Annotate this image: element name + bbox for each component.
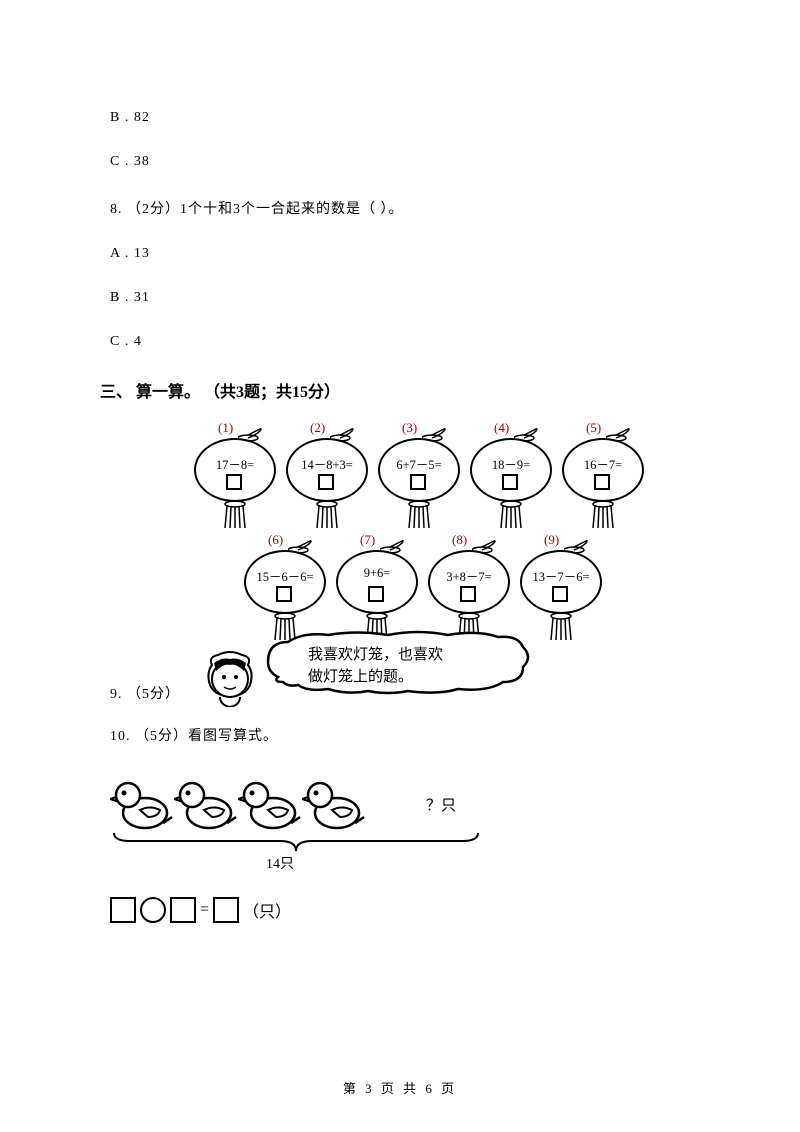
lantern-4: (4) 18－9=: [466, 420, 558, 540]
tassel-icon: [404, 500, 434, 530]
option-b-31: B . 31: [110, 290, 700, 306]
answer-box[interactable]: [552, 586, 568, 602]
answer-box[interactable]: [226, 474, 242, 490]
tassel-icon: [546, 612, 576, 642]
lantern-number: (1): [218, 420, 233, 436]
answer-box[interactable]: [276, 586, 292, 602]
duck-icon: [238, 775, 302, 833]
equation-box-2[interactable]: [170, 897, 196, 923]
speech-line2: 做灯笼上的题。: [308, 668, 413, 685]
lantern-number: (7): [360, 532, 375, 548]
duck-icon: [302, 775, 366, 833]
lantern-expression: 9+6=: [332, 566, 422, 581]
equation-row: = （只）: [110, 897, 700, 923]
question-8: 8. （2分）1个十和3个一合起来的数是（ ）。: [110, 198, 700, 218]
lantern-5: (5) 16－7=: [558, 420, 650, 540]
option-c-4: C . 4: [110, 334, 700, 350]
equals-sign: =: [200, 901, 209, 919]
option-a-13: A . 13: [110, 246, 700, 262]
lantern-expression: 15－6－6=: [240, 566, 330, 585]
duck-diagram: ？只 14只: [110, 775, 700, 871]
equation-box-3[interactable]: [213, 897, 239, 923]
lantern-number: (8): [452, 532, 467, 548]
question-9: 9. （5分）: [110, 683, 180, 703]
duck-icon: [110, 775, 174, 833]
answer-box[interactable]: [460, 586, 476, 602]
girl-icon: [200, 649, 260, 707]
lantern-3: (3) 6+7－5=: [374, 420, 466, 540]
option-b-82: B . 82: [110, 110, 700, 126]
lantern-number: (2): [310, 420, 325, 436]
speech-line1: 我喜欢灯笼，也喜欢: [308, 646, 443, 663]
answer-box[interactable]: [368, 586, 384, 602]
lantern-expression: 6+7－5=: [374, 454, 464, 473]
lantern-expression: 14－8+3=: [282, 454, 372, 473]
option-c-38: C . 38: [110, 154, 700, 170]
lantern-expression: 18－9=: [466, 454, 556, 473]
lantern-expression: 16－7=: [558, 454, 648, 473]
page-footer: 第 3 页 共 6 页: [0, 1078, 800, 1097]
lantern-number: (6): [268, 532, 283, 548]
lantern-number: (3): [402, 420, 417, 436]
question-10: 10. （5分）看图写算式。: [110, 725, 700, 745]
question-mark-text: ？只: [426, 794, 456, 815]
lantern-expression: 3+8－7=: [424, 566, 514, 585]
tassel-icon: [312, 500, 342, 530]
lantern-number: (4): [494, 420, 509, 436]
answer-box[interactable]: [502, 474, 518, 490]
brace-icon: [110, 831, 482, 855]
lantern-2: (2) 14－8+3=: [282, 420, 374, 540]
equation-operator-circle[interactable]: [140, 897, 166, 923]
tassel-icon: [588, 500, 618, 530]
answer-box[interactable]: [594, 474, 610, 490]
lantern-diagram: (1) 17－8= (2) 14－8+3= (3) 6+7－5= (4): [190, 420, 700, 652]
lantern-1: (1) 17－8=: [190, 420, 282, 540]
lantern-expression: 17－8=: [190, 454, 280, 473]
duck-icon: [174, 775, 238, 833]
speech-bubble-icon: 我喜欢灯笼，也喜欢 做灯笼上的题。: [258, 627, 538, 702]
lantern-number: (9): [544, 532, 559, 548]
tassel-icon: [496, 500, 526, 530]
equation-box-1[interactable]: [110, 897, 136, 923]
brace-label: 14只: [266, 853, 294, 873]
tassel-icon: [220, 500, 250, 530]
answer-box[interactable]: [318, 474, 334, 490]
section-3-header: 三、 算一算。 （共3题；共15分）: [100, 378, 700, 402]
answer-box[interactable]: [410, 474, 426, 490]
equation-unit: （只）: [243, 898, 291, 922]
lantern-number: (5): [586, 420, 601, 436]
lantern-expression: 13－7－6=: [516, 566, 606, 585]
